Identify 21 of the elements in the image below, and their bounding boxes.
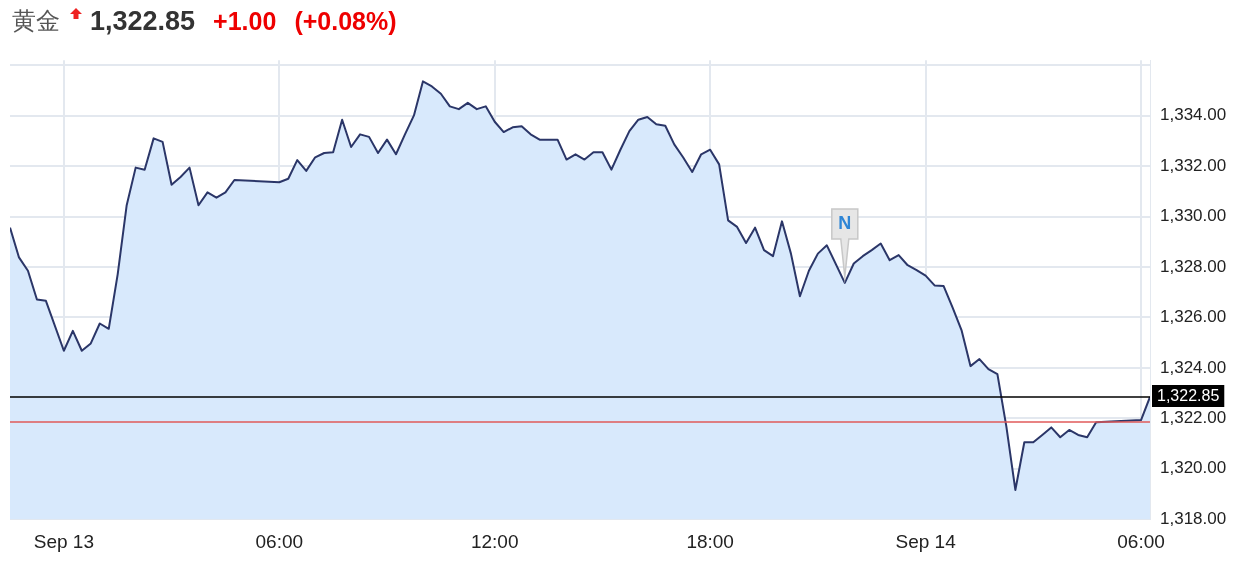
text: +1.00 <box>213 6 277 35</box>
ref-line-label: 1,322.85 <box>1157 387 1220 405</box>
text: 1,322.85 <box>90 5 196 36</box>
y-tick-label: 1,334.00 <box>1160 105 1227 125</box>
y-tick-label: 1,322.00 <box>1160 408 1227 428</box>
text: (+0.08%) <box>294 6 397 35</box>
y-tick-label: 1,318.00 <box>1160 508 1227 528</box>
y-tick-label: 1,320.00 <box>1160 458 1227 478</box>
y-tick-label: 1,324.00 <box>1160 357 1227 377</box>
x-tick-label: Sep 14 <box>895 530 957 552</box>
x-tick-label: 12:00 <box>470 530 519 552</box>
y-tick-label: 1,330.00 <box>1160 206 1227 226</box>
x-tick-label: 06:00 <box>255 530 304 552</box>
y-tick-label: 1,328.00 <box>1160 256 1227 276</box>
x-tick-label: Sep 13 <box>33 530 94 552</box>
annotation: N <box>838 212 852 233</box>
y-tick-label: 1,332.00 <box>1160 155 1227 175</box>
x-tick-label: 06:00 <box>1117 530 1165 552</box>
x-tick-label: 18:00 <box>686 530 734 552</box>
y-tick-label: 1,326.00 <box>1160 307 1227 327</box>
chart-title: 黄金 <box>12 6 60 37</box>
